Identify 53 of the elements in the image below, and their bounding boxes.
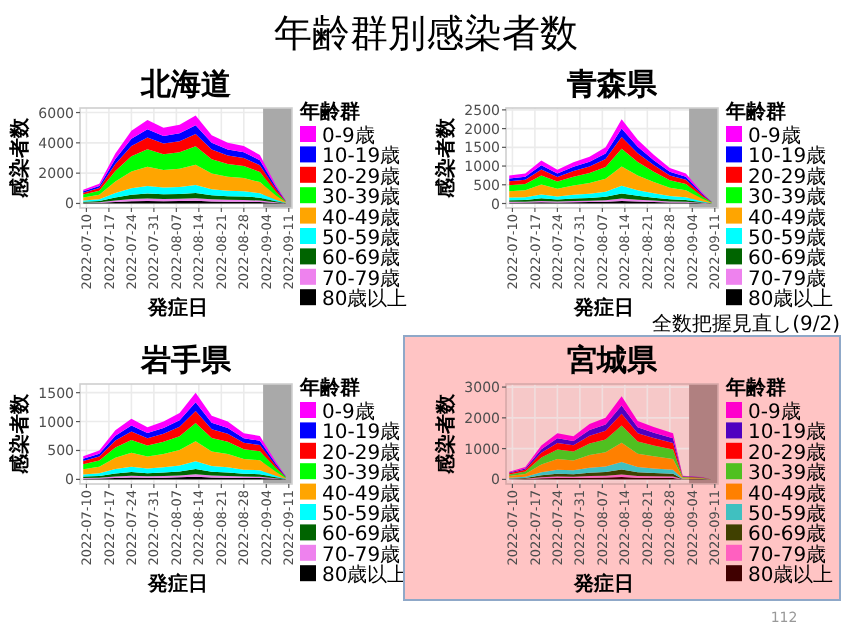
legend-label: 40-49歳 bbox=[322, 481, 401, 506]
text: 年齢群別感染者数 bbox=[274, 12, 578, 56]
legend-label: 30-39歳 bbox=[322, 185, 401, 210]
y-axis-title: 感染者数 bbox=[434, 392, 458, 476]
legend-label: 60-69歳 bbox=[748, 522, 827, 547]
legend-label: 40-49歳 bbox=[748, 205, 827, 230]
legend-label: 0-9歳 bbox=[322, 124, 375, 148]
legend-label: 50-59歳 bbox=[748, 502, 827, 526]
chart-title: 青森県 bbox=[565, 66, 659, 102]
y-axis-title: 感染者数 bbox=[8, 392, 32, 476]
legend-label: 60-69歳 bbox=[322, 522, 401, 547]
legend-title: 年齢群 bbox=[724, 376, 786, 400]
legend-label: 10-19歳 bbox=[322, 144, 401, 169]
x-axis-title: 発症日 bbox=[146, 572, 208, 596]
legend-label: 80歳以上 bbox=[748, 563, 834, 588]
legend-title: 年齢群 bbox=[298, 100, 360, 124]
y-axis-title: 感染者数 bbox=[8, 116, 32, 200]
x-axis-title: 発症日 bbox=[146, 296, 208, 320]
legend-label: 10-19歳 bbox=[748, 420, 827, 445]
legend-label: 20-29歳 bbox=[322, 440, 401, 465]
x-axis-title: 発症日 bbox=[572, 572, 634, 596]
legend-label: 0-9歳 bbox=[322, 400, 375, 424]
legend-label: 40-49歳 bbox=[748, 481, 827, 506]
legend-label: 80歳以上 bbox=[322, 287, 408, 312]
legend-label: 40-49歳 bbox=[322, 205, 401, 230]
legend-title: 年齢群 bbox=[298, 376, 360, 400]
legend-label: 30-39歳 bbox=[748, 185, 827, 210]
legend-label: 50-59歳 bbox=[748, 226, 827, 250]
legend-label: 20-29歳 bbox=[322, 164, 401, 189]
chart-title: 北海道 bbox=[139, 66, 233, 102]
legend-label: 30-39歳 bbox=[322, 461, 401, 486]
legend-label: 20-29歳 bbox=[748, 164, 827, 189]
legend-label: 70-79歳 bbox=[322, 542, 401, 567]
chart-title: 岩手県 bbox=[139, 342, 233, 378]
legend-label: 10-19歳 bbox=[748, 144, 827, 169]
legend-label: 0-9歳 bbox=[748, 124, 801, 148]
legend-label: 80歳以上 bbox=[748, 287, 834, 312]
y-axis-title: 感染者数 bbox=[434, 116, 458, 200]
chart-title: 宮城県 bbox=[567, 342, 659, 378]
text: 全数把握見直し(9/2) bbox=[652, 312, 841, 336]
legend-label: 60-69歳 bbox=[748, 246, 827, 271]
legend-label: 30-39歳 bbox=[748, 461, 827, 486]
legend-label: 50-59歳 bbox=[322, 502, 401, 526]
legend-title: 年齢群 bbox=[724, 100, 786, 124]
legend-label: 0-9歳 bbox=[748, 400, 801, 424]
legend-label: 70-79歳 bbox=[322, 266, 401, 291]
legend-label: 70-79歳 bbox=[748, 266, 827, 291]
legend-label: 50-59歳 bbox=[322, 226, 401, 250]
x-axis-title: 発症日 bbox=[572, 296, 634, 320]
legend-label: 60-69歳 bbox=[322, 246, 401, 271]
legend-label: 20-29歳 bbox=[748, 440, 827, 465]
legend-label: 70-79歳 bbox=[748, 542, 827, 567]
legend-label: 10-19歳 bbox=[322, 420, 401, 445]
